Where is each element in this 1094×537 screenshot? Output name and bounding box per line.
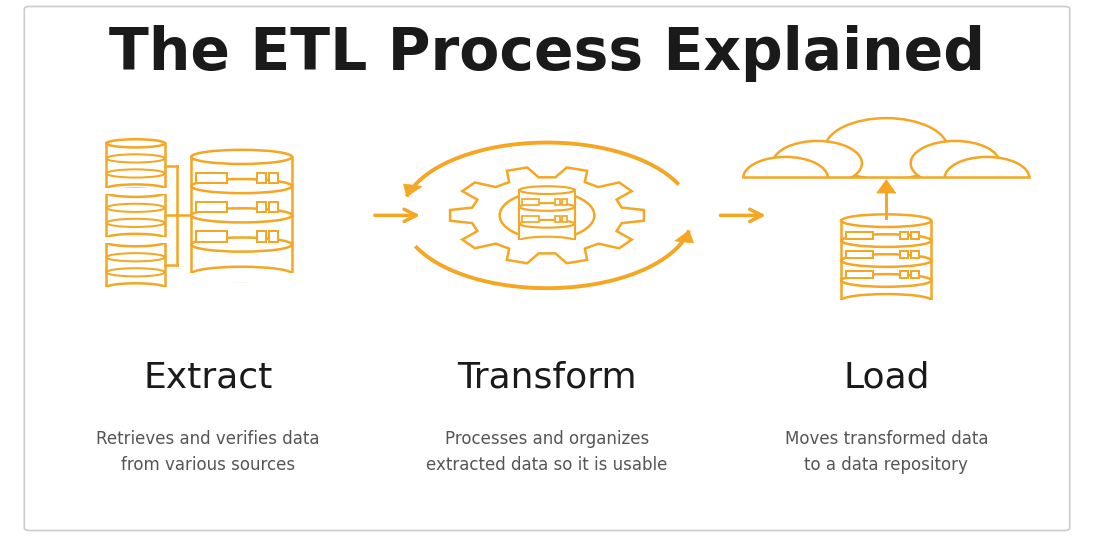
- FancyBboxPatch shape: [899, 231, 908, 238]
- Bar: [106, 242, 165, 287]
- Ellipse shape: [106, 204, 165, 212]
- FancyBboxPatch shape: [846, 251, 873, 258]
- Ellipse shape: [106, 219, 165, 227]
- FancyBboxPatch shape: [846, 271, 873, 278]
- Text: Processes and organizes
extracted data so it is usable: Processes and organizes extracted data s…: [427, 430, 667, 474]
- FancyBboxPatch shape: [522, 216, 538, 222]
- Bar: [104, 188, 167, 194]
- FancyBboxPatch shape: [196, 231, 226, 242]
- Ellipse shape: [106, 188, 165, 197]
- Circle shape: [743, 157, 828, 199]
- FancyBboxPatch shape: [269, 173, 278, 183]
- Ellipse shape: [106, 139, 165, 148]
- Circle shape: [500, 192, 594, 239]
- Text: Moves transformed data
to a data repository: Moves transformed data to a data reposit…: [784, 430, 988, 474]
- Circle shape: [772, 141, 862, 186]
- FancyBboxPatch shape: [24, 6, 1070, 531]
- Ellipse shape: [841, 294, 931, 307]
- FancyBboxPatch shape: [257, 173, 266, 183]
- Bar: [733, 177, 1040, 209]
- Circle shape: [910, 141, 1000, 186]
- Polygon shape: [404, 184, 422, 197]
- FancyBboxPatch shape: [257, 202, 266, 212]
- Ellipse shape: [841, 274, 931, 287]
- Bar: [841, 221, 931, 300]
- FancyBboxPatch shape: [910, 231, 919, 238]
- FancyBboxPatch shape: [899, 251, 908, 258]
- FancyBboxPatch shape: [196, 202, 226, 212]
- Ellipse shape: [191, 237, 292, 252]
- Circle shape: [825, 118, 947, 180]
- Polygon shape: [876, 180, 896, 193]
- Bar: [517, 240, 577, 245]
- Bar: [106, 193, 165, 238]
- FancyBboxPatch shape: [269, 202, 278, 212]
- Bar: [191, 157, 292, 274]
- Ellipse shape: [520, 203, 574, 211]
- FancyBboxPatch shape: [562, 199, 567, 205]
- Ellipse shape: [106, 154, 165, 163]
- Ellipse shape: [106, 284, 165, 292]
- Ellipse shape: [520, 186, 574, 194]
- Ellipse shape: [106, 253, 165, 262]
- Bar: [839, 300, 933, 308]
- Ellipse shape: [106, 184, 165, 193]
- FancyBboxPatch shape: [269, 231, 278, 242]
- Bar: [520, 190, 574, 241]
- Ellipse shape: [841, 214, 931, 227]
- FancyBboxPatch shape: [562, 216, 567, 222]
- Text: The ETL Process Explained: The ETL Process Explained: [109, 25, 985, 82]
- FancyBboxPatch shape: [196, 173, 226, 183]
- Text: Extract: Extract: [143, 360, 272, 395]
- FancyBboxPatch shape: [846, 231, 873, 238]
- Circle shape: [944, 157, 1029, 199]
- Bar: [104, 237, 167, 243]
- FancyBboxPatch shape: [257, 231, 266, 242]
- Ellipse shape: [520, 220, 574, 228]
- FancyBboxPatch shape: [899, 271, 908, 278]
- Text: Transform: Transform: [457, 360, 637, 395]
- Bar: [104, 287, 167, 293]
- Ellipse shape: [841, 254, 931, 267]
- Ellipse shape: [106, 268, 165, 277]
- Text: Load: Load: [843, 360, 930, 395]
- Polygon shape: [675, 230, 694, 243]
- Ellipse shape: [106, 234, 165, 242]
- Bar: [189, 273, 294, 282]
- FancyBboxPatch shape: [910, 271, 919, 278]
- Bar: [106, 143, 165, 188]
- FancyBboxPatch shape: [522, 199, 538, 205]
- Text: Retrieves and verifies data
from various sources: Retrieves and verifies data from various…: [96, 430, 319, 474]
- Ellipse shape: [106, 169, 165, 178]
- Ellipse shape: [191, 208, 292, 222]
- FancyBboxPatch shape: [556, 199, 560, 205]
- Ellipse shape: [841, 234, 931, 247]
- Ellipse shape: [106, 238, 165, 246]
- Ellipse shape: [520, 237, 574, 244]
- FancyBboxPatch shape: [556, 216, 560, 222]
- Polygon shape: [450, 168, 644, 263]
- FancyBboxPatch shape: [910, 251, 919, 258]
- Ellipse shape: [191, 179, 292, 193]
- Ellipse shape: [191, 267, 292, 281]
- Ellipse shape: [191, 150, 292, 164]
